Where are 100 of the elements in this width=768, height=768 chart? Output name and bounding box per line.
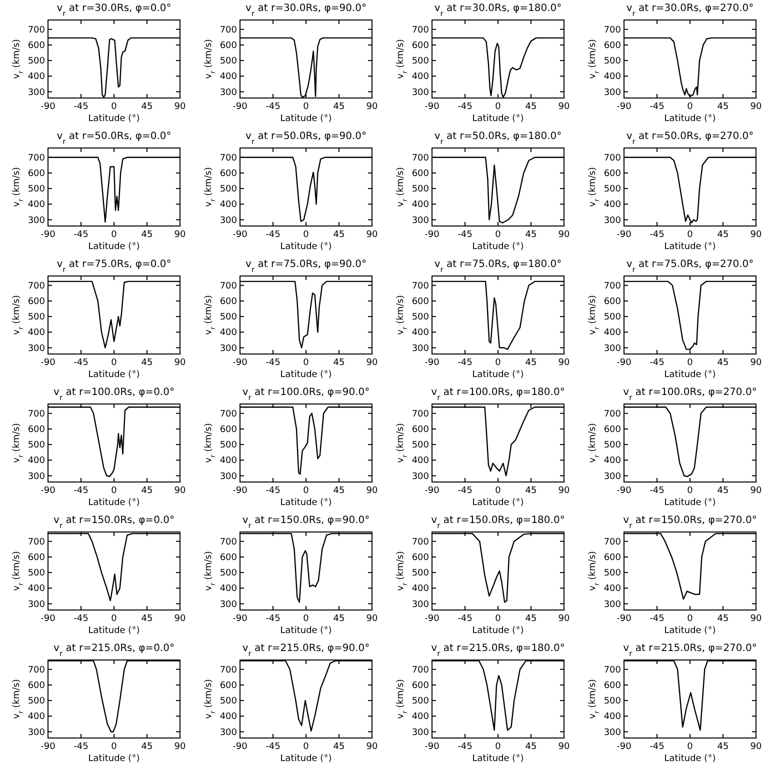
chart-title: v$_{r}$ at r=215.0Rs, φ=90.0° <box>242 643 370 658</box>
x-axis-title: Latitude (°) <box>664 370 716 380</box>
x-axis-title: Latitude (°) <box>472 498 524 508</box>
x-axis-title: Latitude (°) <box>664 754 716 764</box>
y-tick-label: 400 <box>28 72 46 82</box>
chart-title: v$_{r}$ at r=75.0Rs, φ=270.0° <box>626 259 754 274</box>
y-tick-label: 500 <box>28 568 46 579</box>
y-tick-label: 400 <box>412 456 430 466</box>
chart-title: v$_{r}$ at r=50.0Rs, φ=270.0° <box>626 131 754 146</box>
x-axis-title: Latitude (°) <box>88 626 140 636</box>
y-tick-label: 500 <box>412 696 430 707</box>
y-tick-label: 300 <box>604 472 622 482</box>
y-tick-label: 400 <box>604 456 622 466</box>
chart-title: v$_{r}$ at r=75.0Rs, φ=90.0° <box>246 259 366 274</box>
y-tick-label: 500 <box>220 184 238 195</box>
x-tick-label: -90 <box>232 102 248 112</box>
y-tick-label: 400 <box>604 584 622 594</box>
x-tick-label: 90 <box>558 102 570 112</box>
y-tick-label: 700 <box>412 25 430 36</box>
x-axis-title: Latitude (°) <box>88 754 140 764</box>
x-tick-label: -45 <box>74 358 88 368</box>
y-tick-label: 400 <box>28 328 46 338</box>
y-tick-label: 700 <box>604 665 622 676</box>
x-tick-label: 0 <box>687 486 694 496</box>
y-tick-label: 400 <box>412 584 430 594</box>
y-tick-label: 700 <box>28 537 46 548</box>
y-tick-label: 300 <box>220 728 238 738</box>
y-tick-label: 400 <box>220 72 238 82</box>
y-tick-label: 500 <box>220 568 238 579</box>
x-tick-label: 0 <box>687 742 694 752</box>
x-axis-title: Latitude (°) <box>664 242 716 252</box>
x-tick-label: 45 <box>525 358 537 368</box>
x-tick-label: 45 <box>141 486 153 496</box>
x-axis-title: Latitude (°) <box>280 754 332 764</box>
x-tick-label: -90 <box>424 358 440 368</box>
x-tick-label: -45 <box>650 742 664 752</box>
y-tick-label: 700 <box>220 25 238 36</box>
y-tick-label: 600 <box>28 168 46 179</box>
x-axis-title: Latitude (°) <box>88 114 140 124</box>
x-tick-label: 0 <box>111 742 118 752</box>
x-tick-label: -45 <box>650 102 664 112</box>
x-tick-label: -45 <box>458 230 472 240</box>
x-tick-label: -45 <box>74 742 88 752</box>
x-axis-title: Latitude (°) <box>280 626 332 636</box>
x-tick-label: 90 <box>750 358 762 368</box>
x-tick-label: 45 <box>333 614 345 624</box>
x-tick-label: -90 <box>616 486 632 496</box>
y-tick-label: 300 <box>412 216 430 226</box>
x-tick-label: 0 <box>687 614 694 624</box>
y-tick-label: 400 <box>220 328 238 338</box>
y-tick-label: 600 <box>220 680 238 691</box>
x-tick-label: -45 <box>458 102 472 112</box>
x-axis-title: Latitude (°) <box>88 242 140 252</box>
x-tick-label: -90 <box>424 742 440 752</box>
x-tick-label: 0 <box>303 230 310 240</box>
x-tick-label: -90 <box>232 358 248 368</box>
y-tick-label: 600 <box>412 40 430 51</box>
chart-title: v$_{r}$ at r=75.0Rs, φ=0.0° <box>56 259 172 274</box>
x-axis-title: Latitude (°) <box>280 242 332 252</box>
chart-title: v$_{r}$ at r=30.0Rs, φ=90.0° <box>246 3 366 18</box>
x-tick-label: 0 <box>495 358 502 368</box>
chart-title: v$_{r}$ at r=215.0Rs, φ=180.0° <box>431 643 565 658</box>
x-tick-label: 45 <box>717 742 729 752</box>
x-axis-title: Latitude (°) <box>472 242 524 252</box>
x-tick-label: 90 <box>366 486 378 496</box>
x-tick-label: 90 <box>366 742 378 752</box>
x-tick-label: 45 <box>333 742 345 752</box>
x-tick-label: -90 <box>616 102 632 112</box>
x-axis-title: Latitude (°) <box>88 370 140 380</box>
y-tick-label: 400 <box>220 584 238 594</box>
x-tick-label: 45 <box>141 614 153 624</box>
y-tick-label: 500 <box>412 568 430 579</box>
y-tick-label: 400 <box>28 456 46 466</box>
chart-title: v$_{r}$ at r=50.0Rs, φ=180.0° <box>434 131 562 146</box>
y-tick-label: 700 <box>220 409 238 420</box>
x-axis-title: Latitude (°) <box>664 114 716 124</box>
chart-title: v$_{r}$ at r=150.0Rs, φ=0.0° <box>54 515 174 530</box>
x-tick-label: 90 <box>558 230 570 240</box>
chart-title: v$_{r}$ at r=100.0Rs, φ=0.0° <box>54 387 174 402</box>
x-tick-label: 0 <box>111 102 118 112</box>
y-tick-label: 600 <box>220 40 238 51</box>
x-tick-label: 90 <box>366 614 378 624</box>
x-tick-label: -45 <box>650 358 664 368</box>
y-tick-label: 300 <box>412 344 430 354</box>
y-tick-label: 500 <box>28 440 46 451</box>
x-tick-label: 45 <box>333 230 345 240</box>
x-axis-title: Latitude (°) <box>88 498 140 508</box>
x-tick-label: 90 <box>750 742 762 752</box>
x-tick-label: 0 <box>111 230 118 240</box>
x-tick-label: 45 <box>525 102 537 112</box>
x-tick-label: 90 <box>750 614 762 624</box>
x-tick-label: -90 <box>232 230 248 240</box>
x-tick-label: 45 <box>141 102 153 112</box>
x-tick-label: -45 <box>74 230 88 240</box>
x-tick-label: 45 <box>717 614 729 624</box>
y-tick-label: 400 <box>412 712 430 722</box>
x-tick-label: 45 <box>717 486 729 496</box>
y-tick-label: 700 <box>604 409 622 420</box>
y-tick-label: 300 <box>220 344 238 354</box>
y-tick-label: 600 <box>604 680 622 691</box>
